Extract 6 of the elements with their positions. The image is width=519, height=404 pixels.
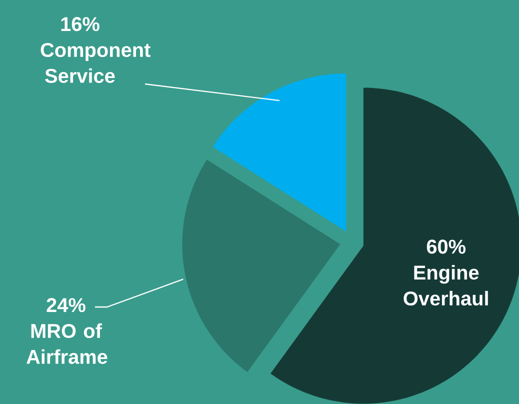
data-label: 24% [46,298,86,312]
slice-label: MRO of Airframe [26,323,108,364]
slice-label: Component Service [40,42,150,83]
data-label: 16% [61,17,100,32]
data-label: 60% [426,240,466,254]
slice-label: Engine Overhaul [404,265,488,306]
